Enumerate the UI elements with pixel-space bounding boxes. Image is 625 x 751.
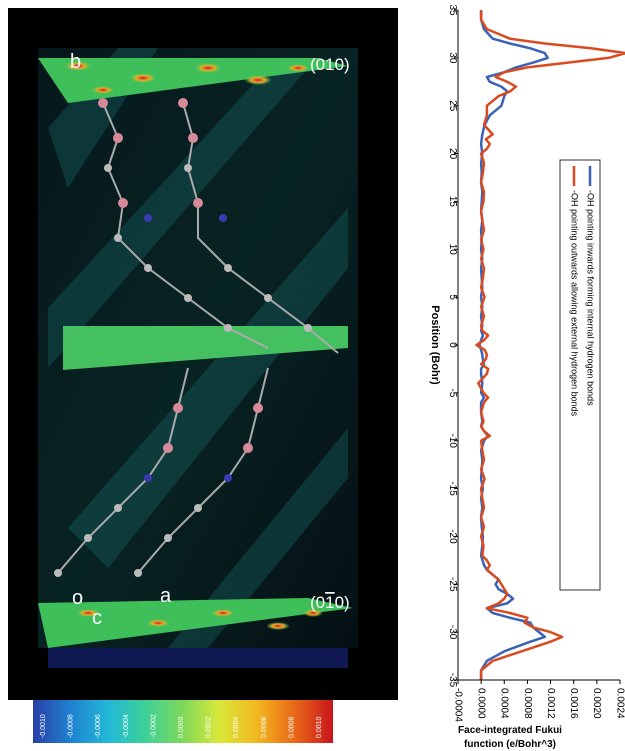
bottom-plane-spots <box>76 609 323 630</box>
position-tick-label: -20 <box>447 529 458 544</box>
position-tick-label: -25 <box>447 577 458 592</box>
plane-label-bottom-open: (0 <box>310 593 325 612</box>
value-tick-label: 0.0020 <box>591 688 602 719</box>
plane-label-top: (010) <box>310 55 350 74</box>
structure-panel: b (010) o c a (010) -0.0010 -0.0008 -0.000… <box>8 8 398 743</box>
colorbar-tick-label: 0.0008 <box>288 716 295 738</box>
y-axis-label-line1: Face-integrated Fukui <box>458 725 562 736</box>
colorbar-tick-label: 0.0000 <box>178 716 185 738</box>
haze-stripes <box>48 48 348 648</box>
position-tick-label: 5 <box>447 294 458 300</box>
plane-label-bottom: (010) <box>310 593 350 612</box>
legend-entry-label: -OH pointing inwards forming internal hy… <box>586 190 596 406</box>
colorbar-ticks: -0.0010 -0.0008 -0.0006 -0.0004 -0.0002 0.000… <box>40 714 323 738</box>
molecule-atoms-lower <box>54 403 263 577</box>
legend-entry-label: -OH pointing outwards allowing external … <box>570 190 580 417</box>
value-tick-label: 0.0024 <box>614 688 625 719</box>
axis-label-c: c <box>92 607 102 629</box>
value-tick-label: 0.0004 <box>499 688 510 719</box>
chart-series <box>475 10 625 680</box>
value-tick-label: 0.0012 <box>545 688 556 719</box>
series-line <box>475 10 625 680</box>
position-tick-label: -10 <box>447 433 458 448</box>
position-tick-label: -30 <box>447 625 458 640</box>
series-line <box>478 10 549 680</box>
top-plane <box>38 58 348 103</box>
position-tick-label: 25 <box>447 100 458 112</box>
chart-axes: -35 -30 -25 -20 -15 -10 -5 0 5 10 15 20 25 30 35 -0.000… <box>447 4 625 722</box>
colorbar-tick-label: -0.0010 <box>40 714 47 738</box>
position-tick-label: 0 <box>447 342 458 348</box>
colorbar-tick-label: -0.0006 <box>95 714 102 738</box>
position-tick-label: 10 <box>447 244 458 256</box>
position-tick-label: 30 <box>447 52 458 64</box>
colorbar-tick-label: -0.0004 <box>123 714 130 738</box>
middle-plane <box>63 326 348 370</box>
position-tick-label: -35 <box>447 673 458 688</box>
colorbar-tick-label: 0.0004 <box>233 716 240 738</box>
legend-box <box>559 159 601 591</box>
position-tick-label: 35 <box>447 4 458 16</box>
value-tick-label: 0.0008 <box>522 688 533 719</box>
colorbar-tick-label: 0.0010 <box>316 716 323 738</box>
colorbar-tick-label: 0.0002 <box>206 716 213 738</box>
position-tick-label: -15 <box>447 481 458 496</box>
plane-label-bottom-close: 0) <box>335 593 350 612</box>
y-axis-label-line2: function (e/Bohr^3) <box>464 739 556 750</box>
bottom-blue-density <box>48 648 348 668</box>
position-tick-label: 20 <box>447 148 458 160</box>
chart-legend: -OH pointing inwards forming internal hy… <box>559 159 601 591</box>
position-tick-label: -5 <box>447 388 458 397</box>
colorbar-tick-label: -0.0008 <box>68 714 75 738</box>
value-tick-label: 0.0016 <box>568 688 579 719</box>
colorbar-tick-label: -0.0002 <box>150 714 157 738</box>
top-plane-spots <box>64 61 310 94</box>
axis-label-a: a <box>160 585 172 607</box>
axis-label-b: b <box>70 51 81 73</box>
value-tick-label: -0.0004 <box>452 688 463 722</box>
bottom-plane <box>38 598 353 648</box>
value-tick-label: 0.0000 <box>476 688 487 719</box>
molecule-atoms-upper <box>98 98 312 332</box>
colorbar-tick-label: 0.0006 <box>261 716 268 738</box>
position-tick-label: 15 <box>447 196 458 208</box>
plane-label-bottom-bar: 1 <box>325 593 334 612</box>
x-axis-label: Position (Bohr) <box>429 305 441 385</box>
colorbar <box>33 700 333 743</box>
axis-label-o: o <box>72 587 83 609</box>
fukui-chart: -35 -30 -25 -20 -15 -10 -5 0 5 10 15 20 25 30 35 -0.000… <box>429 4 625 750</box>
